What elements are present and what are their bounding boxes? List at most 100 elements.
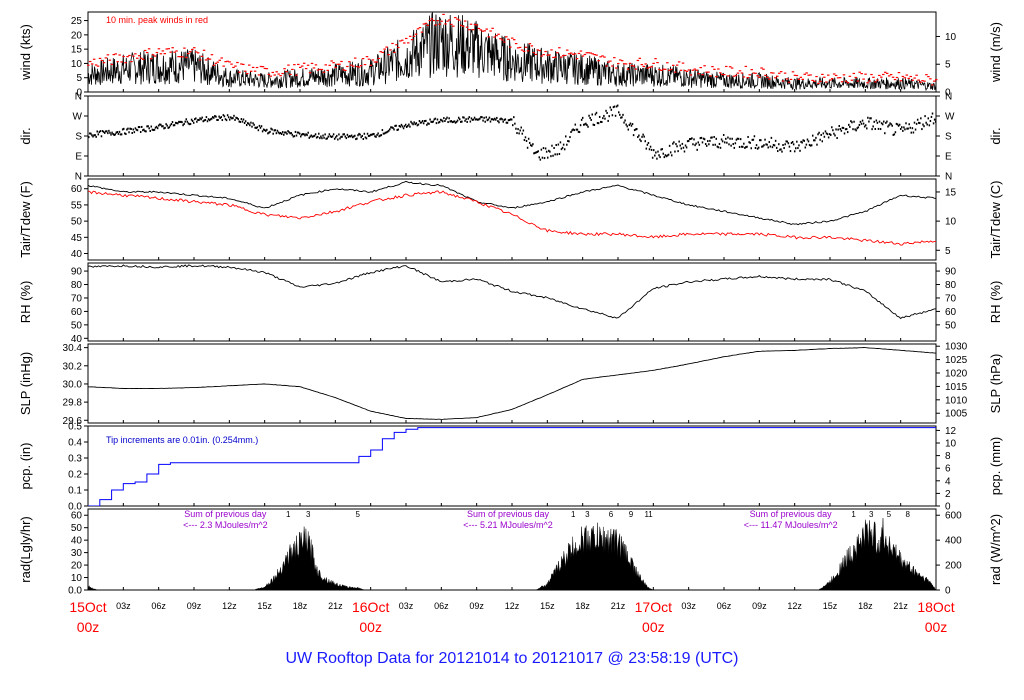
hour-tick-label: 15z: [257, 601, 272, 611]
direction-point: [362, 138, 365, 141]
dewpoint-line: [88, 190, 936, 246]
direction-point: [561, 146, 564, 149]
direction-point: [849, 125, 851, 128]
direction-point: [455, 120, 458, 123]
direction-point: [205, 116, 208, 119]
hour-tick-label: 12z: [222, 601, 237, 611]
direction-point: [819, 138, 821, 141]
direction-point: [821, 140, 824, 143]
direction-point: [373, 132, 375, 135]
direction-point: [928, 124, 931, 127]
direction-point: [97, 133, 100, 136]
direction-point: [328, 133, 331, 136]
direction-point: [730, 144, 732, 147]
direction-point: [749, 141, 751, 144]
direction-point: [903, 126, 905, 129]
direction-point: [772, 143, 775, 146]
direction-point: [839, 128, 842, 131]
direction-point: [765, 143, 767, 146]
direction-point: [277, 131, 280, 134]
pressure-ytick-label: 30.4: [63, 343, 83, 354]
direction-point: [566, 143, 568, 146]
direction-point: [682, 146, 685, 149]
direction-point: [324, 133, 326, 136]
direction-point: [775, 146, 778, 149]
direction-point: [933, 118, 936, 121]
direction-point: [341, 135, 343, 138]
direction-point: [190, 118, 193, 121]
direction-point: [372, 133, 374, 136]
direction-point: [662, 152, 665, 155]
direction-point: [687, 139, 690, 142]
direction-point: [618, 111, 620, 114]
direction-point: [363, 132, 366, 135]
radiation-ytick-label: 50: [71, 523, 83, 534]
direction-point: [492, 118, 495, 121]
temperature-ytick-label: 45: [71, 233, 83, 244]
direction-point: [361, 134, 363, 137]
direction-point: [482, 119, 484, 122]
direction-point: [714, 143, 716, 146]
direction-point: [440, 119, 443, 122]
wind-ytick-label: 10: [71, 59, 83, 70]
direction-point: [450, 120, 453, 123]
direction-point: [822, 132, 825, 135]
direction-point: [764, 138, 766, 141]
direction-point: [646, 143, 649, 146]
direction-point: [461, 120, 463, 123]
direction-point: [654, 154, 656, 157]
direction-point: [632, 134, 635, 137]
direction-point: [399, 125, 402, 128]
direction-point: [232, 117, 234, 120]
hour-tick-label: 15z: [540, 601, 555, 611]
direction-point: [429, 118, 431, 121]
direction-point: [677, 150, 679, 153]
precip-ytick-label: 0.4: [68, 438, 82, 449]
direction-point: [543, 157, 546, 160]
direction-point: [683, 150, 686, 153]
direction-point: [132, 128, 135, 131]
temperature-ytick-label-right: 5: [945, 246, 951, 257]
radiation-hour-label: 1: [286, 510, 291, 519]
direction-point: [301, 133, 303, 136]
direction-point: [676, 145, 678, 148]
direction-point: [345, 137, 348, 140]
direction-ytick-label: E: [75, 152, 82, 163]
direction-point: [542, 147, 545, 150]
direction-point: [139, 131, 142, 134]
pressure-ytick-label-right: 1030: [945, 342, 968, 353]
direction-point: [418, 120, 421, 123]
direction-point: [294, 130, 297, 133]
direction-point: [510, 118, 513, 121]
direction-point: [174, 121, 177, 124]
radiation-hour-label: 9: [629, 510, 634, 519]
direction-point: [735, 138, 738, 141]
direction-point: [473, 116, 476, 119]
direction-point: [178, 120, 180, 123]
direction-point: [739, 138, 742, 141]
wind-ytick-label-right: 5: [945, 60, 951, 71]
direction-point: [746, 145, 748, 148]
direction-point: [585, 122, 587, 125]
direction-point: [142, 129, 144, 132]
direction-point: [376, 133, 378, 136]
direction-point: [177, 122, 179, 125]
direction-point: [181, 121, 183, 124]
direction-point: [761, 145, 763, 148]
direction-point: [619, 113, 621, 116]
direction-point: [465, 118, 467, 121]
direction-point: [827, 136, 830, 139]
direction-point: [354, 134, 356, 137]
direction-point: [672, 142, 674, 145]
direction-point: [802, 139, 804, 142]
direction-point: [756, 147, 759, 150]
direction-point: [257, 129, 260, 132]
direction-point: [117, 132, 120, 135]
direction-point: [254, 126, 256, 129]
direction-point: [675, 143, 677, 146]
direction-point: [895, 122, 898, 125]
radiation-note-title: Sum of previous day: [184, 509, 267, 519]
direction-point: [474, 118, 477, 121]
radiation-area: [88, 518, 936, 590]
